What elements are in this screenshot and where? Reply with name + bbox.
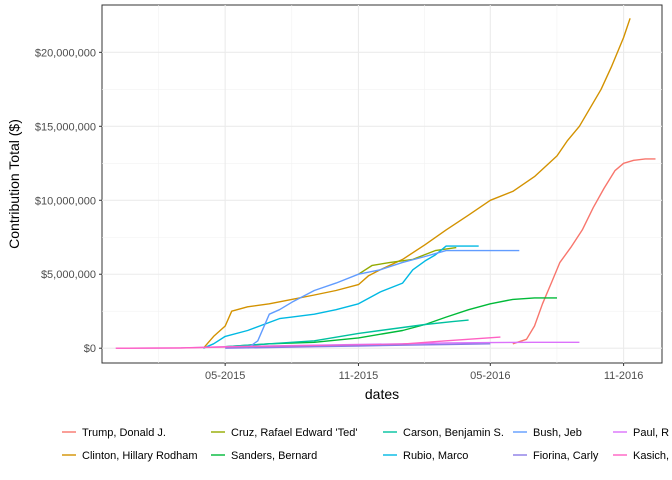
legend-label: Sanders, Bernard bbox=[231, 450, 317, 462]
x-tick-label: 11-2016 bbox=[604, 370, 644, 382]
legend-label: Trump, Donald J. bbox=[82, 427, 166, 439]
legend-label: Cruz, Rafael Edward 'Ted' bbox=[231, 427, 357, 439]
legend-label: Fiorina, Carly bbox=[533, 450, 599, 462]
legend-label: Bush, Jeb bbox=[533, 427, 582, 439]
grid-lines bbox=[102, 5, 662, 363]
series-line-0 bbox=[512, 158, 656, 345]
y-tick-label: $5,000,000 bbox=[41, 269, 96, 281]
legend: Trump, Donald J. Cruz, Rafael Edward 'Ted… bbox=[62, 427, 669, 462]
y-tick-label: $0 bbox=[84, 343, 96, 355]
x-tick-label: 05-2015 bbox=[205, 370, 245, 382]
plot-panel bbox=[101, 4, 663, 364]
y-tick-label: $20,000,000 bbox=[35, 47, 96, 59]
series-lines bbox=[115, 18, 656, 349]
legend-label: Rubio, Marco bbox=[403, 450, 468, 462]
x-tick-label: 05-2016 bbox=[470, 370, 510, 382]
y-axis-title: Contribution Total ($) bbox=[6, 119, 22, 249]
x-axis-title: dates bbox=[365, 386, 399, 402]
x-tick-label: 11-2015 bbox=[339, 370, 379, 382]
series-line-8 bbox=[115, 336, 501, 349]
legend-label: Carson, Benjamin S. bbox=[403, 427, 504, 439]
series-line-2 bbox=[358, 246, 457, 275]
x-axis-ticks: 05-2015 11-2015 05-2016 11-2016 bbox=[205, 363, 643, 382]
y-tick-label: $10,000,000 bbox=[35, 195, 96, 207]
series-line-9 bbox=[225, 343, 491, 349]
series-line-4 bbox=[225, 319, 469, 348]
y-tick-label: $15,000,000 bbox=[35, 121, 96, 133]
series-line-6 bbox=[247, 249, 520, 349]
series-line-3 bbox=[225, 297, 557, 348]
series-line-1 bbox=[202, 18, 631, 349]
y-axis-ticks: $0 $5,000,000 $10,000,000 $15,000,000 $20,00… bbox=[35, 47, 102, 355]
legend-label: Clinton, Hillary Rodham bbox=[82, 450, 198, 462]
legend-label: Kasich, bbox=[633, 450, 669, 462]
legend-label: Paul, R bbox=[633, 427, 669, 439]
